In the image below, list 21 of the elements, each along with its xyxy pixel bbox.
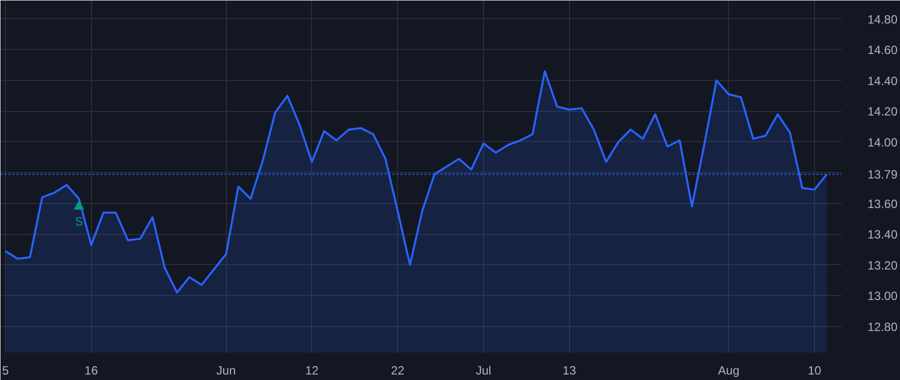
x-tick-label: 10: [808, 364, 822, 378]
y-tick-label: 14.20: [868, 104, 898, 119]
y-tick-label: 13.40: [868, 228, 898, 242]
y-tick-label: 13.00: [868, 289, 898, 304]
y-tick-label: 13.60: [868, 196, 898, 211]
x-tick-label: 5: [2, 364, 10, 378]
ref-line-label: 13.79: [868, 168, 898, 182]
x-tick-label: Aug: [718, 364, 740, 378]
x-tick-label: 13: [562, 364, 576, 378]
y-tick-label: 14.00: [868, 135, 898, 150]
x-tick-label: 16: [84, 364, 98, 378]
x-tick-label: 12: [305, 364, 319, 378]
y-tick-label: 14.40: [868, 74, 898, 88]
y-tick-label: 12.80: [868, 320, 898, 334]
x-tick-label: Jul: [476, 364, 492, 378]
x-tick-label: Jun: [216, 364, 236, 378]
y-tick-label: 13.20: [868, 258, 898, 272]
x-tick-label: 22: [391, 364, 405, 378]
series-label: S: [74, 214, 83, 228]
y-tick-label: 14.80: [868, 12, 898, 26]
y-tick-label: 14.60: [868, 43, 898, 58]
